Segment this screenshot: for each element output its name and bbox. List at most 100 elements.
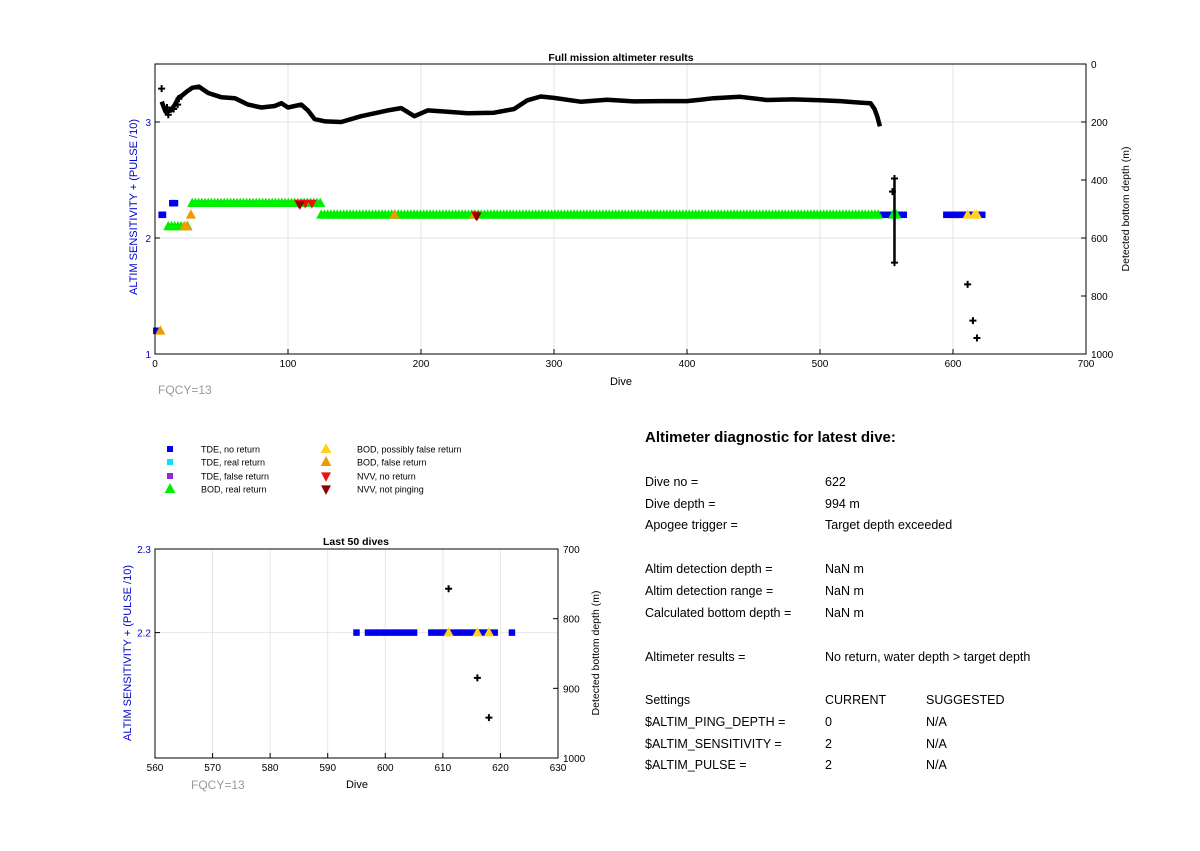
bottom-depth-marker xyxy=(174,101,182,109)
diagnostic-title: Altimeter diagnostic for latest dive: xyxy=(645,429,896,446)
bottom-depth-marker xyxy=(163,104,171,111)
bottom-data-marks xyxy=(353,585,516,722)
bod-false-return-marker xyxy=(155,325,166,335)
setting-current: 2 xyxy=(825,737,832,751)
settings-header: Settings xyxy=(645,693,691,707)
setting-name: $ALTIM_SENSITIVITY = xyxy=(645,737,782,751)
suggested-header: SUGGESTED xyxy=(926,693,1005,707)
bottom-depth-trace xyxy=(159,84,883,127)
dive-depth-value: 994 m xyxy=(825,497,860,511)
altimeter-results-value: No return, water depth > target depth xyxy=(825,650,1031,664)
x-tick-label: 570 xyxy=(204,763,221,774)
bod-possibly-false-return-marker xyxy=(483,627,495,637)
bottom-depth-marker xyxy=(890,259,898,267)
bottom-fqcy-annotation: FQCY=13 xyxy=(191,778,245,792)
bottom-grid xyxy=(154,548,559,758)
tde-no-return-marker xyxy=(376,629,383,636)
x-tick-label: 0 xyxy=(152,359,158,370)
setting-name: $ALTIM_PING_DEPTH = xyxy=(645,715,786,729)
setting-current: 2 xyxy=(825,758,832,772)
top-fqcy-annotation: FQCY=13 xyxy=(158,383,212,397)
right-tick-label: 800 xyxy=(1091,292,1108,303)
bottom-depth-marker xyxy=(964,280,972,288)
top-data-marks xyxy=(153,84,986,342)
top-chart-title: Full mission altimeter results xyxy=(548,52,693,64)
bottom-depth-marker xyxy=(973,334,981,342)
bod-possibly-false-return-marker xyxy=(971,209,983,219)
bottom-ticks: 560 570 580 590 600 610 620 630 2.2 2.3 700 800 900 1… xyxy=(137,545,586,774)
tde-no-return-marker xyxy=(462,629,470,636)
tde-no-return-marker xyxy=(468,629,475,636)
nvv-not-pinging-marker xyxy=(472,212,482,222)
tde-no-return-marker xyxy=(956,211,963,219)
tde-no-return-marker xyxy=(353,629,360,636)
right-tick-label: 700 xyxy=(563,545,580,556)
tde-no-return-marker xyxy=(433,629,441,636)
tde-no-return-marker xyxy=(364,629,372,636)
left-tick-label: 1 xyxy=(145,350,151,361)
legend-marker xyxy=(321,472,331,482)
tde-no-return-marker xyxy=(387,629,395,636)
top-ticks: 0 100 200 300 400 500 600 700 1 2 3 0 200 400 600 800 10… xyxy=(145,60,1113,370)
marks-group xyxy=(153,84,986,342)
bottom-left-axis-label: ALTIM SENSITIVITY + (PULSE /10) xyxy=(122,565,134,741)
tde-no-return-marker xyxy=(479,629,487,636)
top-left-axis-label: ALTIM SENSITIVITY + (PULSE /10) xyxy=(128,119,140,295)
bottom-depth-marker xyxy=(175,95,183,103)
tde-no-return-marker xyxy=(884,211,892,219)
x-tick-label: 610 xyxy=(435,763,452,774)
top-right-axis-label: Detected bottom depth (m) xyxy=(1120,147,1132,272)
x-tick-label: 300 xyxy=(546,359,563,370)
top-x-axis-label: Dive xyxy=(610,376,632,388)
bod-false-return-marker xyxy=(181,220,193,231)
legend-label: TDE, real return xyxy=(201,458,265,468)
tde-no-return-marker xyxy=(410,629,418,636)
tde-no-return-marker xyxy=(439,629,447,636)
legend-label: BOD, false return xyxy=(357,458,427,468)
current-header: CURRENT xyxy=(825,693,887,707)
dive-no-value: 622 xyxy=(825,475,846,489)
setting-current: 0 xyxy=(825,715,832,729)
setting-suggested: N/A xyxy=(926,715,947,729)
left-tick-label: 3 xyxy=(145,118,151,129)
right-tick-label: 1000 xyxy=(1091,350,1114,361)
x-tick-label: 400 xyxy=(679,359,696,370)
bottom-depth-marker xyxy=(170,105,178,113)
x-tick-label: 620 xyxy=(492,763,509,774)
bod-possibly-false-return-marker xyxy=(962,209,973,219)
tde-no-return-marker xyxy=(896,211,904,219)
legend-marker xyxy=(320,443,332,454)
right-tick-label: 1000 xyxy=(563,754,586,765)
bod-false-return-marker xyxy=(185,209,197,219)
setting-name: $ALTIM_PULSE = xyxy=(645,758,747,772)
tde-no-return-marker xyxy=(393,629,401,636)
bottom-depth-marker xyxy=(890,175,898,183)
legend: TDE, no return BOD, possibly false return… xyxy=(164,443,462,495)
tde-no-return-marker xyxy=(979,211,986,219)
x-tick-label: 630 xyxy=(550,763,567,774)
tde-no-return-marker xyxy=(880,211,888,219)
marks-group xyxy=(353,585,516,722)
legend-marker xyxy=(321,485,331,495)
legend-marker xyxy=(164,483,176,494)
x-tick-label: 560 xyxy=(147,763,164,774)
bottom-depth-marker xyxy=(164,111,172,119)
apogee-trigger-label: Apogee trigger = xyxy=(645,518,738,532)
tde-no-return-marker xyxy=(428,629,435,636)
tde-no-return-marker xyxy=(451,629,458,636)
right-tick-label: 400 xyxy=(1091,176,1108,187)
legend-marker xyxy=(167,473,173,479)
legend-marker xyxy=(167,459,173,465)
dive-depth-label: Dive depth = xyxy=(645,497,716,511)
legend-label: BOD, real return xyxy=(201,485,267,495)
bod-real-return-marker xyxy=(315,197,326,208)
x-tick-label: 590 xyxy=(319,763,336,774)
bottom-depth-marker xyxy=(485,714,493,722)
legend-label: NVV, not pinging xyxy=(357,485,424,495)
setting-suggested: N/A xyxy=(926,737,947,751)
right-tick-label: 200 xyxy=(1091,118,1108,129)
bottom-chart-title: Last 50 dives xyxy=(323,536,389,548)
x-tick-label: 200 xyxy=(413,359,430,370)
calculated-depth-value: NaN m xyxy=(825,606,864,620)
